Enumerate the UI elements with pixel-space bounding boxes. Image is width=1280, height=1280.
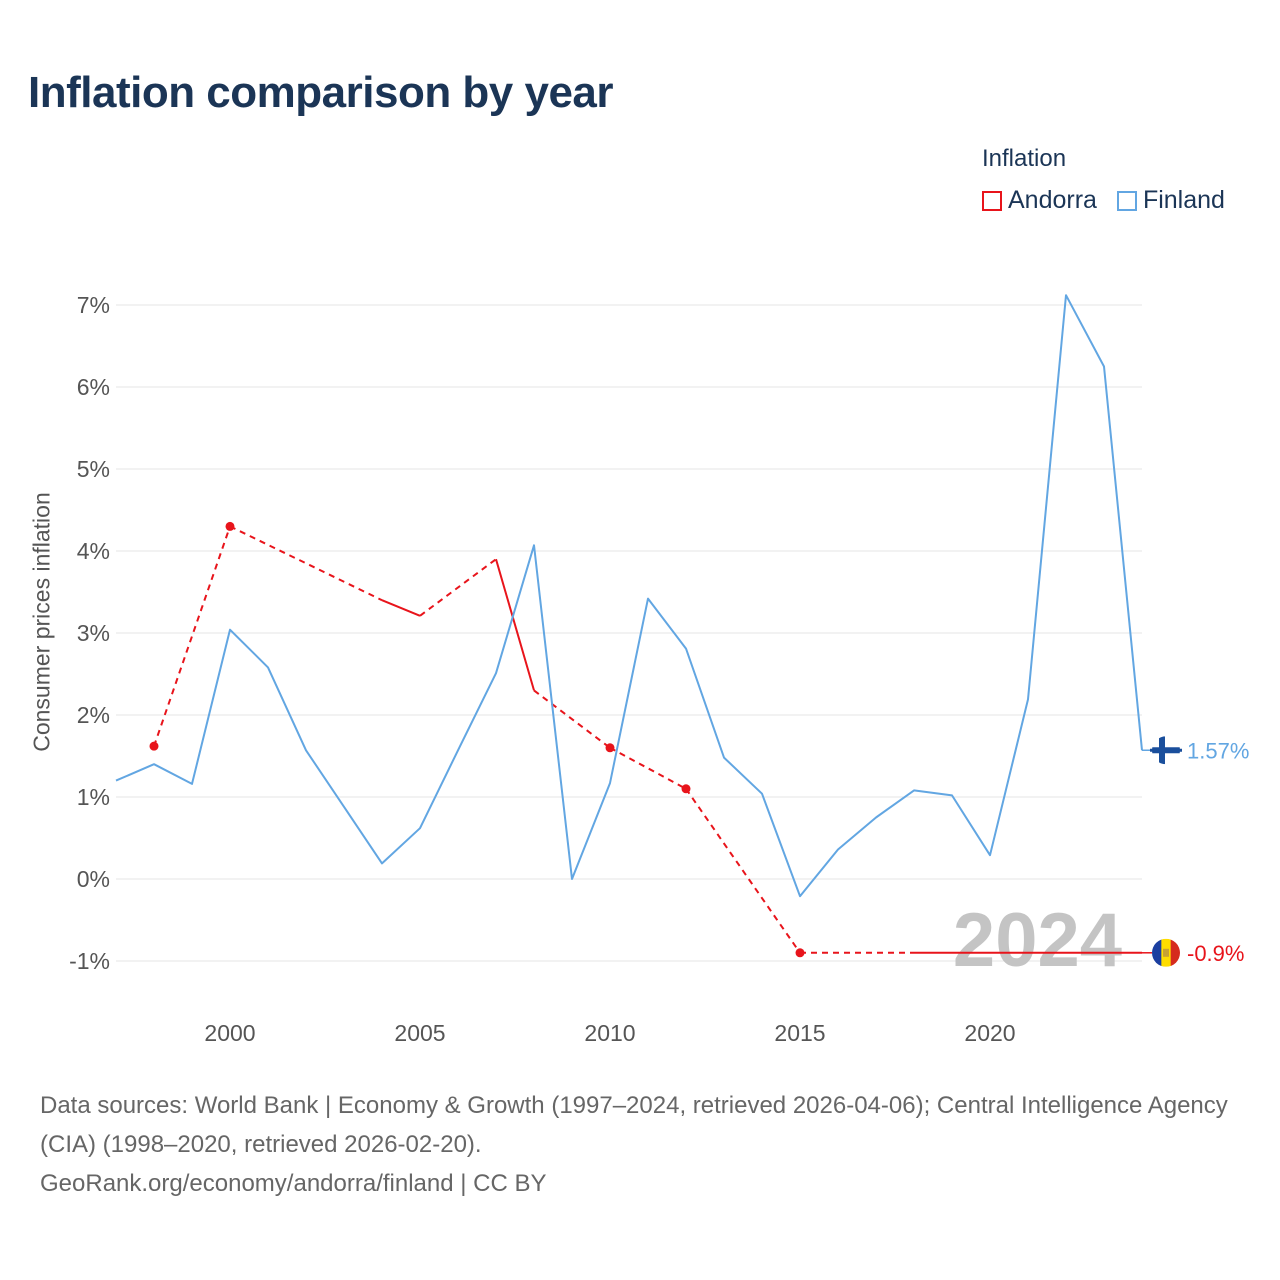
chart-title: Inflation comparison by year: [28, 68, 614, 117]
legend-title: Inflation: [982, 145, 1067, 172]
end-labels: -0.9% 1.57%: [1142, 736, 1249, 967]
legend-swatch-finland: [1116, 190, 1137, 211]
andorra-data-point[interactable]: [681, 784, 691, 794]
year-watermark: 2024: [953, 898, 1122, 983]
y-tick-label: 5%: [77, 456, 110, 482]
x-tick-label: 2015: [774, 1020, 825, 1046]
grid-lines: [116, 304, 1142, 962]
footer: Data sources: World Bank | Economy & Gro…: [40, 1086, 1240, 1203]
andorra-data-point[interactable]: [149, 741, 159, 751]
y-tick-label: 7%: [77, 292, 110, 318]
y-tick-label: 1%: [77, 784, 110, 810]
andorra-dashed-segment: [533, 689, 611, 749]
legend-label-andorra: Andorra: [1008, 186, 1097, 214]
x-axis-ticks: 2000 2005 2010 2015 2020: [204, 1020, 1015, 1046]
series-lines: [115, 294, 1143, 958]
source-link[interactable]: GeoRank.org/economy/andorra/finland | CC…: [40, 1170, 547, 1197]
andorra-line-segment: [381, 599, 421, 617]
data-sources: Data sources: World Bank | Economy & Gro…: [40, 1092, 1228, 1158]
andorra-dashed-segment: [609, 746, 687, 790]
y-tick-label: 2%: [77, 702, 110, 728]
legend-item-andorra[interactable]: Andorra: [982, 186, 1097, 215]
andorra-dashed-segment: [685, 788, 801, 954]
legend-label-finland: Finland: [1142, 186, 1225, 214]
x-tick-label: 2005: [394, 1020, 445, 1046]
andorra-dashed-segment: [229, 525, 383, 602]
finland-end-label: 1.57%: [1187, 738, 1249, 763]
andorra-data-point[interactable]: [225, 521, 235, 531]
andorra-data-point[interactable]: [795, 948, 805, 958]
andorra-dashed-segment: [153, 526, 231, 747]
y-tick-label: -1%: [69, 948, 110, 974]
legend-item-finland[interactable]: Finland: [1116, 186, 1225, 215]
y-tick-label: 6%: [77, 374, 110, 400]
x-tick-label: 2010: [584, 1020, 635, 1046]
y-tick-label: 3%: [77, 620, 110, 646]
andorra-dashed-segment: [419, 558, 497, 617]
andorra-data-point[interactable]: [605, 743, 615, 753]
andorra-flag-icon: [1152, 938, 1180, 967]
y-tick-label: 0%: [77, 866, 110, 892]
legend-swatch-andorra: [982, 190, 1002, 211]
andorra-end-label: -0.9%: [1187, 941, 1244, 966]
y-tick-label: 4%: [77, 538, 110, 564]
x-tick-label: 2020: [964, 1020, 1015, 1046]
andorra-line-segment: [495, 558, 535, 691]
legend: Andorra Finland: [982, 186, 1245, 215]
y-axis-ticks: -1% 0% 1% 2% 3% 4% 5% 6% 7%: [69, 292, 110, 974]
x-tick-label: 2000: [204, 1020, 255, 1046]
finland-line: [115, 294, 1143, 898]
